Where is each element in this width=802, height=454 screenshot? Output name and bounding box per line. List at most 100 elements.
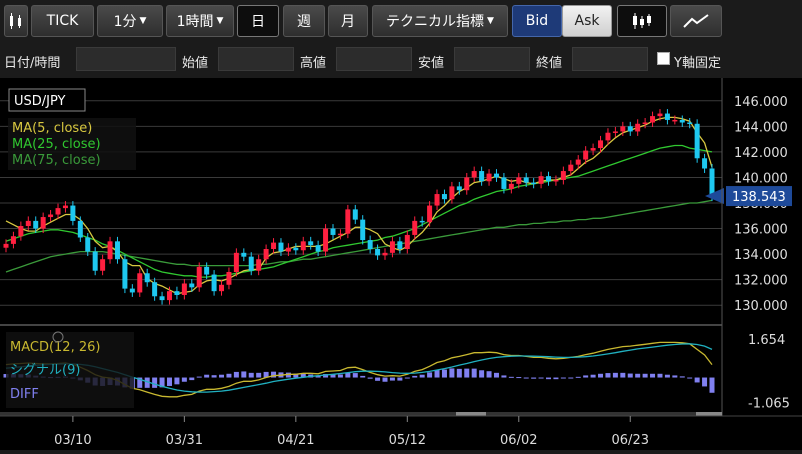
diff-bar [702,377,708,387]
diff-bar [672,375,678,378]
diff-bar [575,376,581,378]
line-chart-icon [683,14,709,28]
candle-body [516,177,522,184]
diff-bar [337,374,343,378]
legend-diff: DIFF [10,387,39,402]
day-button[interactable]: 日 [237,5,279,37]
diff-bar [382,377,388,382]
candle-body [241,252,247,257]
candle-body [300,241,306,251]
yaxis-fix-checkbox[interactable] [657,52,670,65]
candle-body [664,113,670,120]
zoom-icon[interactable] [52,331,64,343]
diff-bar [315,375,321,378]
legend-signal: シグナル(9) [10,363,80,378]
candle-body [427,205,433,223]
legend-ma5: MA(5, close) [12,121,92,136]
diff-bar [404,377,410,379]
candle-body [256,259,262,271]
diff-bar [375,377,381,381]
diff-bar [427,372,433,378]
xtick-label: 04/21 [277,433,314,448]
datetime-label: 日付/時間 [4,56,61,71]
xtick-label: 06/02 [500,433,537,448]
candle-body [248,256,254,271]
diff-bar [479,370,485,378]
diff-bar [300,373,306,378]
ytick-label: 132.000 [734,274,788,289]
interval-select[interactable]: 1分 ▼ [97,5,163,37]
candle-body [137,273,143,293]
candle-body [293,247,299,251]
candle-body [590,148,596,151]
diff-bar [196,376,202,378]
diff-bar [271,371,277,378]
open-value-field [218,47,294,71]
candle-body [702,158,708,169]
tick-button[interactable]: TICK [31,5,94,37]
ytick-label: 140.000 [734,171,788,186]
diff-bar [553,377,559,380]
open-label: 始値 [182,56,209,71]
line-chart-button[interactable] [670,5,722,37]
candle-body [166,291,172,301]
candlestick-icon[interactable] [4,5,28,37]
diff-bar [389,377,395,381]
candle-body [687,122,693,124]
candle-body [122,259,128,289]
bid-button[interactable]: Bid [512,5,562,37]
technical-indicator-select[interactable]: テクニカル指標 ▼ [372,5,508,37]
diff-bar [263,371,269,378]
diff-bar [434,370,440,378]
scrollbar-right-handle[interactable] [696,412,722,416]
diff-bar [360,375,366,378]
candle-body [85,237,91,252]
scrollbar-track[interactable] [0,412,722,416]
diff-bar [323,374,329,378]
candle-body [211,274,217,292]
candle-body [434,194,440,206]
diff-bar [241,371,247,378]
diff-bar [412,375,418,378]
candle-body [382,252,388,256]
candle-body [523,177,529,183]
symbol-label: USD/JPY [14,94,66,109]
candle-body [62,205,68,209]
candle-body [10,236,16,244]
diff-bar [486,371,492,378]
timeframe-select[interactable]: 1時間 ▼ [166,5,234,37]
candle-body [107,241,113,260]
candle-body [33,220,39,229]
ytick-label: 134.000 [734,248,788,263]
candle-body [360,219,366,241]
chevron-down-icon: ▼ [139,16,147,26]
candle-body [479,171,485,182]
ytick-label: 146.000 [734,95,788,110]
ask-button[interactable]: Ask [562,5,612,37]
candle-body [352,209,358,220]
candle-body [612,131,618,133]
ma25-line [5,144,713,278]
month-button[interactable]: 月 [328,5,368,37]
candle-body [159,296,165,301]
candle-body [3,243,9,248]
diff-bar [650,373,656,378]
candle-body [114,241,120,260]
technical-indicator-label: テクニカル指標 [386,14,485,30]
candle-body [337,233,343,236]
candle-body [330,228,336,235]
candle-body [560,171,566,180]
diff-bar [538,377,544,379]
candle-body [441,194,447,200]
candlestick-chart-button[interactable] [617,5,667,37]
candle-body [55,208,61,215]
diff-bar [330,374,336,378]
scrollbar-thumb[interactable] [456,412,486,416]
candle-body [605,132,611,141]
diff-bar [233,371,239,378]
candle-body [419,220,425,223]
candle-body [226,272,232,285]
diff-bar [464,368,470,378]
diff-bar [679,376,685,378]
week-button[interactable]: 週 [283,5,325,37]
